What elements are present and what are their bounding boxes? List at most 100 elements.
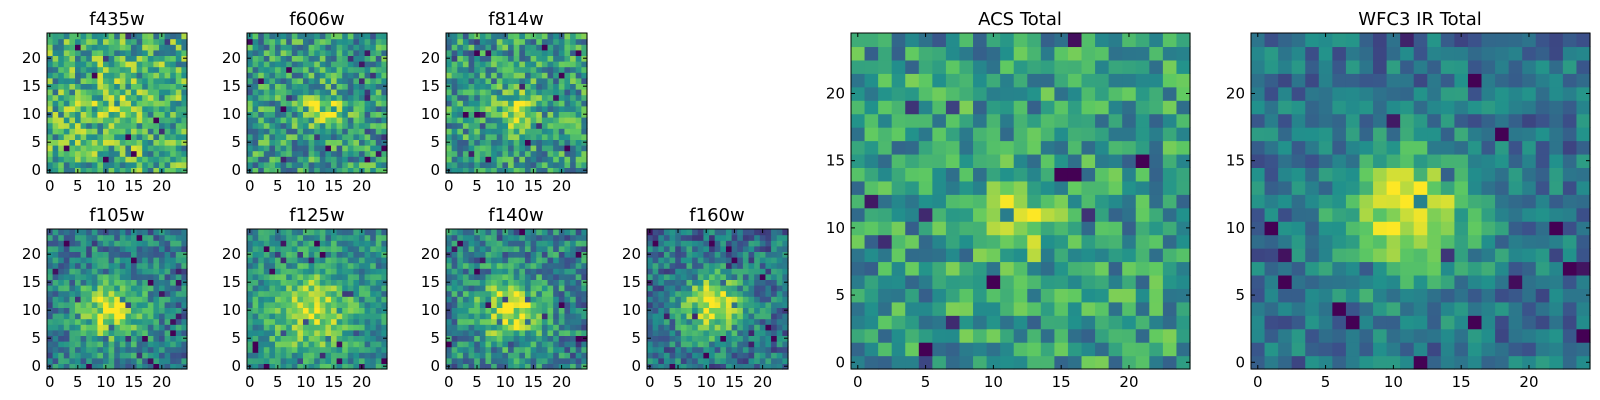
heatmap-cell bbox=[759, 301, 767, 308]
heatmap-cell bbox=[125, 128, 132, 135]
heatmap-cell bbox=[446, 156, 453, 163]
heatmap-cell bbox=[765, 346, 772, 353]
heatmap-cell bbox=[75, 145, 82, 152]
heatmap-cell bbox=[1095, 315, 1110, 330]
heatmap-cell bbox=[524, 352, 532, 359]
heatmap-cell bbox=[364, 251, 371, 258]
heatmap-cell bbox=[541, 313, 549, 320]
heatmap-cell bbox=[530, 285, 537, 292]
heatmap-cell bbox=[771, 268, 778, 275]
heatmap-cell bbox=[308, 245, 315, 252]
heatmap-cell bbox=[291, 245, 298, 252]
heatmap-cell bbox=[709, 229, 716, 236]
heatmap-cell bbox=[342, 111, 349, 118]
heatmap-cell bbox=[663, 352, 671, 359]
heatmap-cell bbox=[263, 44, 270, 51]
heatmap-cell bbox=[570, 167, 577, 174]
heatmap-cell bbox=[737, 251, 744, 258]
heatmap-cell bbox=[541, 156, 549, 163]
heatmap-cell bbox=[541, 161, 549, 168]
heatmap-cell bbox=[647, 352, 654, 359]
heatmap-cell bbox=[131, 279, 138, 286]
heatmap-cell bbox=[451, 77, 458, 84]
heatmap-cell bbox=[771, 240, 778, 247]
heatmap-cell bbox=[479, 38, 487, 45]
heatmap-cell bbox=[125, 307, 132, 314]
heatmap-cell bbox=[114, 133, 121, 140]
heatmap-cell bbox=[80, 335, 87, 342]
heatmap-cell bbox=[709, 257, 716, 264]
heatmap-cell bbox=[58, 268, 65, 275]
heatmap-cell bbox=[370, 72, 377, 79]
heatmap-cell bbox=[58, 273, 65, 280]
heatmap-cell bbox=[658, 229, 665, 236]
heatmap-cell bbox=[446, 49, 453, 56]
heatmap-cell bbox=[147, 100, 154, 107]
heatmap-cell bbox=[530, 89, 537, 96]
heatmap-cell bbox=[1013, 180, 1028, 195]
heatmap-cell bbox=[75, 77, 82, 84]
heatmap-cell bbox=[159, 83, 166, 90]
heatmap-cell bbox=[370, 167, 377, 174]
heatmap-cell bbox=[748, 329, 755, 336]
heatmap-cell bbox=[291, 89, 298, 96]
heatmap-cell bbox=[359, 61, 366, 68]
heatmap-cell bbox=[474, 357, 481, 364]
heatmap-cell bbox=[291, 150, 298, 157]
heatmap-cell bbox=[314, 318, 321, 325]
heatmap-cell bbox=[108, 150, 115, 157]
heatmap-cell bbox=[647, 268, 654, 275]
heatmap-cell bbox=[108, 229, 115, 236]
heatmap-cell bbox=[280, 77, 287, 84]
heatmap-cell bbox=[742, 268, 750, 275]
heatmap-cell bbox=[547, 38, 554, 45]
heatmap-cell bbox=[359, 279, 366, 286]
heatmap-cell bbox=[164, 245, 171, 252]
heatmap-cell bbox=[63, 105, 70, 112]
heatmap-cell bbox=[697, 279, 704, 286]
heatmap-cell bbox=[291, 318, 298, 325]
heatmap-cell bbox=[1027, 180, 1042, 195]
heatmap-cell bbox=[75, 161, 82, 168]
heatmap-cell bbox=[547, 150, 554, 157]
heatmap-cell bbox=[263, 72, 270, 79]
heatmap-cell bbox=[451, 251, 458, 258]
panel-title: f160w bbox=[689, 205, 744, 226]
x-tick-label: 5 bbox=[73, 373, 83, 391]
heatmap-cell bbox=[359, 145, 366, 152]
heatmap-cell bbox=[479, 61, 487, 68]
heatmap-cell bbox=[325, 161, 332, 168]
heatmap-cell bbox=[325, 240, 332, 247]
heatmap-cell bbox=[485, 150, 492, 157]
heatmap-cell bbox=[663, 324, 671, 331]
heatmap-cell bbox=[181, 72, 188, 79]
heatmap-cell bbox=[731, 262, 738, 269]
heatmap-cell bbox=[714, 262, 721, 269]
heatmap-cell bbox=[97, 335, 104, 342]
heatmap-cell bbox=[353, 150, 360, 157]
heatmap-cell bbox=[446, 61, 453, 68]
heatmap-cell bbox=[247, 262, 254, 269]
heatmap-cell bbox=[103, 307, 110, 314]
heatmap-cell bbox=[69, 335, 76, 342]
heatmap-cell bbox=[103, 251, 110, 258]
heatmap-cell bbox=[80, 49, 87, 56]
heatmap-cell bbox=[119, 257, 126, 264]
heatmap-cell bbox=[175, 346, 182, 353]
heatmap-cell bbox=[342, 83, 349, 90]
heatmap-cell bbox=[336, 55, 343, 62]
heatmap-cell bbox=[479, 257, 487, 264]
heatmap-cell bbox=[52, 268, 59, 275]
heatmap-cell bbox=[103, 111, 110, 118]
heatmap-cell bbox=[575, 301, 582, 308]
heatmap-cell bbox=[131, 38, 138, 45]
heatmap-cell bbox=[69, 290, 76, 297]
heatmap-cell bbox=[263, 234, 270, 241]
heatmap-cell bbox=[462, 77, 470, 84]
heatmap-cell bbox=[114, 94, 121, 101]
heatmap-cell bbox=[181, 94, 188, 101]
heatmap-cell bbox=[170, 234, 177, 241]
heatmap-cell bbox=[164, 234, 171, 241]
heatmap-cell bbox=[491, 77, 498, 84]
heatmap-cell bbox=[131, 313, 138, 320]
